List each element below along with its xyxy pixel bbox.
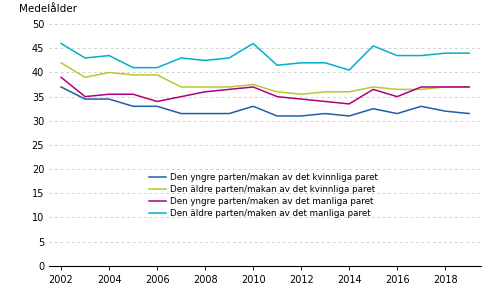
- Den äldre parten/maken av det manliga paret: [346, 68, 352, 72]
- Den yngre parten/makan av det kvinnliga paret: [82, 97, 88, 101]
- Den yngre parten/makan av det kvinnliga paret: [154, 104, 160, 108]
- Den yngre parten/makan av det kvinnliga paret: [442, 109, 448, 113]
- Den äldre parten/makan av det kvinnliga paret: [178, 85, 184, 89]
- Den yngre parten/makan av det kvinnliga paret: [58, 85, 64, 89]
- Den yngre parten/makan av det kvinnliga paret: [130, 104, 136, 108]
- Legend: Den yngre parten/makan av det kvinnliga paret, Den äldre parten/makan av det kvi: Den yngre parten/makan av det kvinnliga …: [149, 173, 378, 218]
- Den äldre parten/maken av det manliga paret: [106, 54, 112, 57]
- Den äldre parten/maken av det manliga paret: [154, 66, 160, 69]
- Den äldre parten/maken av det manliga paret: [418, 54, 424, 57]
- Den yngre parten/maken av det manliga paret: [298, 97, 304, 101]
- Den yngre parten/makan av det kvinnliga paret: [370, 107, 376, 111]
- Den äldre parten/makan av det kvinnliga paret: [250, 83, 256, 86]
- Den äldre parten/makan av det kvinnliga paret: [394, 88, 400, 91]
- Den yngre parten/maken av det manliga paret: [58, 76, 64, 79]
- Den yngre parten/makan av det kvinnliga paret: [418, 104, 424, 108]
- Den äldre parten/makan av det kvinnliga paret: [202, 85, 208, 89]
- Den äldre parten/maken av det manliga paret: [466, 51, 472, 55]
- Den äldre parten/makan av det kvinnliga paret: [226, 85, 232, 89]
- Den yngre parten/makan av det kvinnliga paret: [394, 112, 400, 115]
- Den äldre parten/maken av det manliga paret: [322, 61, 328, 65]
- Den äldre parten/maken av det manliga paret: [178, 56, 184, 60]
- Den äldre parten/maken av det manliga paret: [130, 66, 136, 69]
- Line: Den äldre parten/maken av det manliga paret: Den äldre parten/maken av det manliga pa…: [61, 43, 469, 70]
- Den yngre parten/maken av det manliga paret: [394, 95, 400, 98]
- Den äldre parten/maken av det manliga paret: [202, 59, 208, 62]
- Den äldre parten/maken av det manliga paret: [226, 56, 232, 60]
- Den äldre parten/maken av det manliga paret: [274, 63, 280, 67]
- Den yngre parten/maken av det manliga paret: [106, 92, 112, 96]
- Den äldre parten/makan av det kvinnliga paret: [442, 85, 448, 89]
- Den äldre parten/maken av det manliga paret: [370, 44, 376, 48]
- Den äldre parten/makan av det kvinnliga paret: [370, 85, 376, 89]
- Den äldre parten/maken av det manliga paret: [442, 51, 448, 55]
- Den yngre parten/makan av det kvinnliga paret: [106, 97, 112, 101]
- Den yngre parten/maken av det manliga paret: [418, 85, 424, 89]
- Line: Den yngre parten/maken av det manliga paret: Den yngre parten/maken av det manliga pa…: [61, 77, 469, 104]
- Den äldre parten/makan av det kvinnliga paret: [298, 92, 304, 96]
- Den yngre parten/maken av det manliga paret: [466, 85, 472, 89]
- Den yngre parten/makan av det kvinnliga paret: [178, 112, 184, 115]
- Den yngre parten/maken av det manliga paret: [322, 100, 328, 103]
- Den yngre parten/makan av det kvinnliga paret: [346, 114, 352, 118]
- Den yngre parten/maken av det manliga paret: [250, 85, 256, 89]
- Den äldre parten/makan av det kvinnliga paret: [154, 73, 160, 77]
- Den yngre parten/makan av det kvinnliga paret: [250, 104, 256, 108]
- Den äldre parten/maken av det manliga paret: [394, 54, 400, 57]
- Den yngre parten/maken av det manliga paret: [370, 88, 376, 91]
- Den äldre parten/makan av det kvinnliga paret: [274, 90, 280, 94]
- Den yngre parten/makan av det kvinnliga paret: [202, 112, 208, 115]
- Den yngre parten/makan av det kvinnliga paret: [322, 112, 328, 115]
- Den yngre parten/maken av det manliga paret: [442, 85, 448, 89]
- Den äldre parten/maken av det manliga paret: [82, 56, 88, 60]
- Den yngre parten/maken av det manliga paret: [226, 88, 232, 91]
- Line: Den äldre parten/makan av det kvinnliga paret: Den äldre parten/makan av det kvinnliga …: [61, 63, 469, 94]
- Den yngre parten/makan av det kvinnliga paret: [274, 114, 280, 118]
- Den yngre parten/makan av det kvinnliga paret: [298, 114, 304, 118]
- Den äldre parten/makan av det kvinnliga paret: [106, 71, 112, 74]
- Den äldre parten/maken av det manliga paret: [58, 42, 64, 45]
- Line: Den yngre parten/makan av det kvinnliga paret: Den yngre parten/makan av det kvinnliga …: [61, 87, 469, 116]
- Den yngre parten/maken av det manliga paret: [274, 95, 280, 98]
- Den yngre parten/maken av det manliga paret: [130, 92, 136, 96]
- Den äldre parten/makan av det kvinnliga paret: [130, 73, 136, 77]
- Den äldre parten/makan av det kvinnliga paret: [322, 90, 328, 94]
- Den äldre parten/maken av det manliga paret: [250, 42, 256, 45]
- Den äldre parten/makan av det kvinnliga paret: [82, 76, 88, 79]
- Den äldre parten/makan av det kvinnliga paret: [466, 85, 472, 89]
- Den yngre parten/makan av det kvinnliga paret: [226, 112, 232, 115]
- Den yngre parten/maken av det manliga paret: [202, 90, 208, 94]
- Den äldre parten/makan av det kvinnliga paret: [58, 61, 64, 65]
- Den yngre parten/maken av det manliga paret: [178, 95, 184, 98]
- Den yngre parten/maken av det manliga paret: [82, 95, 88, 98]
- Den yngre parten/maken av det manliga paret: [346, 102, 352, 106]
- Den äldre parten/makan av det kvinnliga paret: [418, 88, 424, 91]
- Den äldre parten/maken av det manliga paret: [298, 61, 304, 65]
- Den yngre parten/makan av det kvinnliga paret: [466, 112, 472, 115]
- Den äldre parten/makan av det kvinnliga paret: [346, 90, 352, 94]
- Text: Medelålder: Medelålder: [19, 5, 77, 14]
- Den yngre parten/maken av det manliga paret: [154, 100, 160, 103]
